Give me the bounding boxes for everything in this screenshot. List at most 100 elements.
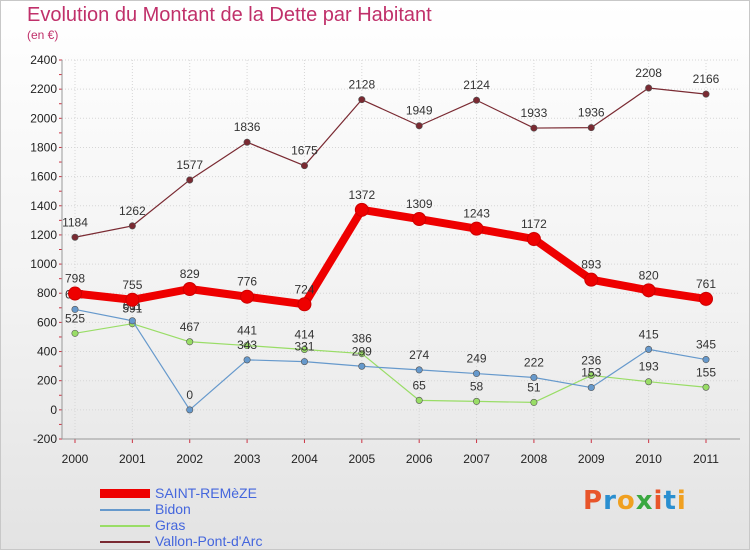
data-point [186,338,194,346]
x-tick-label: 2008 [521,452,548,466]
data-point [300,358,308,366]
y-tick-label: 800 [37,286,57,300]
legend-swatch [100,509,150,511]
y-tick-label: -200 [33,432,57,446]
data-label: 236 [581,353,601,367]
data-point [358,350,366,358]
data-label: 386 [352,332,372,346]
data-point [645,84,653,92]
data-label: 299 [352,344,372,358]
data-point [587,124,595,132]
data-point [530,124,538,132]
data-label: 1172 [521,217,547,231]
x-tick-label: 2003 [234,452,261,466]
data-label: 345 [696,338,716,352]
y-tick-label: 0 [50,403,57,417]
data-label: 2128 [348,78,375,92]
y-tick-label: 2200 [30,82,57,96]
x-tick-label: 2010 [635,452,662,466]
data-label: 153 [581,366,601,380]
legend-swatch [100,541,150,543]
data-point [699,291,713,306]
data-point [415,396,423,404]
data-label: 1577 [176,158,203,172]
data-point [645,378,653,386]
data-point [358,362,366,370]
data-point [412,212,427,227]
data-label: 893 [581,258,601,272]
data-point [587,371,595,379]
data-label: 58 [470,379,484,393]
data-point [415,122,423,130]
brand-letter: o [616,486,636,516]
data-label: 591 [122,302,142,316]
data-label: 525 [65,311,85,325]
data-label: 441 [237,324,257,338]
data-label: 155 [696,365,716,379]
data-point [71,233,79,241]
data-label: 1243 [463,207,490,221]
data-point [358,96,366,104]
data-label: 1372 [348,188,375,202]
data-label: 829 [180,267,200,281]
data-label: 1949 [406,104,433,118]
data-point [71,305,79,313]
data-point [530,373,538,381]
brand-letter: x [635,486,654,516]
y-tick-label: 1200 [30,228,57,242]
data-label: 820 [639,268,659,282]
data-point [186,406,194,414]
legend-label: Vallon-Pont-d'Arc [155,533,263,549]
x-tick-label: 2006 [406,452,433,466]
data-point [125,292,140,307]
x-tick-label: 2004 [291,452,318,466]
data-label: 467 [180,320,200,334]
data-point [702,90,710,98]
data-point [186,176,194,184]
data-point [584,272,599,287]
brand-letter: t [663,486,677,516]
data-point [530,398,538,406]
data-point [297,297,312,312]
x-tick-label: 2009 [578,452,605,466]
data-point [71,329,79,337]
y-tick-label: 600 [37,315,57,329]
data-label: 724 [294,282,314,296]
data-point [645,345,653,353]
series-line [74,205,707,309]
y-tick-label: 1400 [30,199,57,213]
data-label: 65 [413,378,427,392]
legend-label: Bidon [155,501,191,517]
x-tick-label: 2001 [119,452,146,466]
y-tick-label: 2400 [30,53,57,67]
x-tick-label: 2005 [348,452,375,466]
data-label: 1309 [406,197,433,211]
data-point [473,370,481,378]
data-point [415,366,423,374]
x-tick-label: 2002 [176,452,203,466]
brand-letter: P [583,486,604,516]
data-label: 1262 [119,204,146,218]
legend-swatch [100,525,150,527]
y-tick-label: 400 [37,345,57,359]
x-tick-label: 2000 [62,452,89,466]
data-label: 343 [237,338,257,352]
data-point [469,221,484,236]
data-label: 274 [409,348,429,362]
brand-logo: Proxiti [583,486,687,516]
data-label: 249 [467,352,487,366]
y-tick-label: 200 [37,374,57,388]
data-point [354,202,369,217]
data-point [587,384,595,392]
data-label: 1933 [521,106,548,120]
data-label: 1936 [578,106,605,120]
data-label: 1836 [234,120,261,134]
data-point [300,162,308,170]
data-point [641,283,656,298]
x-tick-label: 2007 [463,452,490,466]
brand-letter: r [603,486,617,516]
legend-label: Gras [155,517,186,533]
x-tick-label: 2011 [693,452,719,466]
